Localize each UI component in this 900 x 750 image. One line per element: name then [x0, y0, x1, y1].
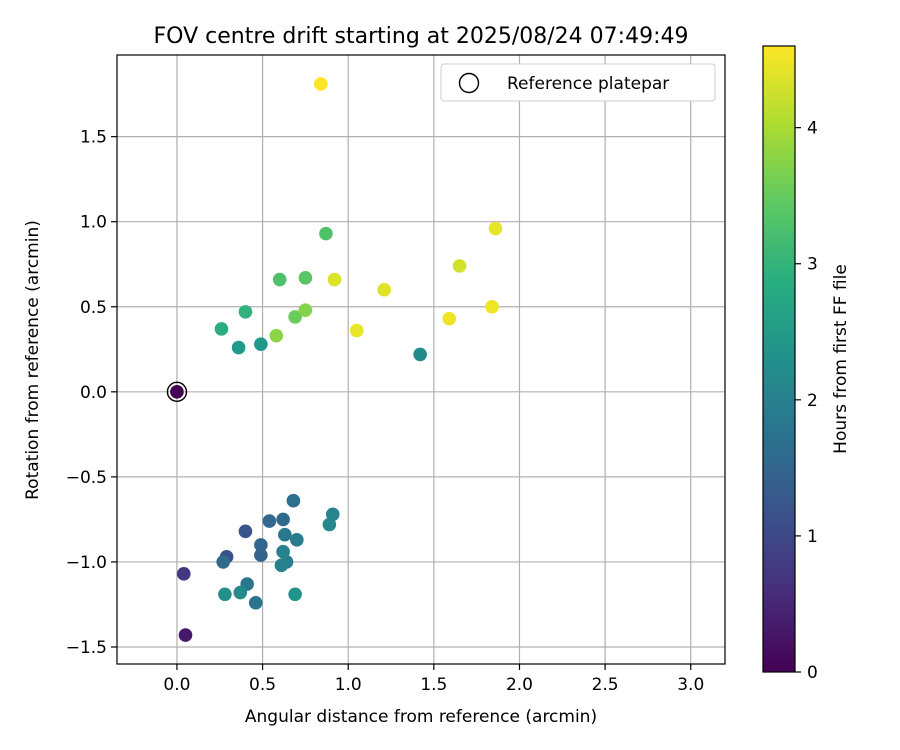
y-tick-label: −1.5 — [66, 638, 107, 658]
colorbar-tick-label: 2 — [807, 391, 818, 411]
scatter-point — [276, 512, 290, 527]
scatter-point — [442, 311, 457, 326]
x-axis-ticks: 0.0 0.5 1.0 1.5 2.0 2.5 3.0 — [163, 664, 704, 695]
x-tick-label: 1.0 — [335, 675, 362, 695]
scatter-point — [233, 585, 248, 600]
scatter-point — [238, 305, 253, 319]
scatter-point — [254, 337, 268, 351]
x-tick-label: 3.0 — [677, 675, 704, 695]
scatter-point — [327, 272, 342, 287]
x-tick-label: 1.5 — [420, 675, 447, 695]
scatter-point — [485, 299, 499, 314]
scatter-point — [178, 628, 193, 642]
legend-box — [440, 63, 716, 102]
colorbar-tick-label: 1 — [807, 527, 818, 547]
data-markers — [170, 77, 503, 642]
scatter-point — [218, 587, 232, 602]
scatter-point — [290, 533, 304, 547]
plot-area — [116, 54, 726, 665]
scatter-point — [274, 558, 289, 573]
scatter-point — [176, 567, 191, 581]
x-tick-label: 2.5 — [592, 675, 619, 695]
scatter-point — [214, 322, 229, 336]
colorbar-gradient — [762, 45, 796, 673]
scatter-point — [488, 221, 503, 236]
scatter-point — [319, 226, 333, 241]
chart-title: FOV centre drift starting at 2025/08/24 … — [154, 24, 689, 49]
legend-entry-label: Reference platepar — [507, 74, 669, 94]
scatter-point — [170, 385, 184, 399]
y-axis-ticks: −1.5 −1.0 −0.5 0.0 0.5 1.0 1.5 — [66, 128, 117, 658]
scatter-point — [298, 303, 313, 317]
scatter-point — [452, 259, 467, 273]
colorbar-tick-label: 4 — [807, 119, 818, 139]
scatter-point — [298, 271, 313, 285]
y-axis-label: Rotation from reference (arcmin) — [23, 220, 43, 500]
colorbar-tick-label: 0 — [807, 663, 818, 683]
scatter-point — [254, 548, 268, 562]
scatter-point — [325, 507, 340, 522]
y-tick-label: −0.5 — [66, 468, 107, 488]
colorbar-label: Hours from first FF file — [831, 264, 851, 454]
scatter-point — [278, 527, 292, 542]
legend: Reference platepar — [440, 63, 716, 102]
colorbar-tick-label: 3 — [807, 255, 818, 275]
scatter-point — [276, 544, 290, 559]
scatter-point — [349, 323, 364, 338]
y-tick-label: 1.0 — [80, 213, 107, 233]
scatter-point — [262, 514, 277, 528]
scatter-point — [272, 272, 287, 287]
x-tick-label: 0.5 — [249, 675, 276, 695]
scatter-point — [377, 282, 391, 297]
scatter-point — [322, 517, 337, 532]
x-axis-label: Angular distance from reference (arcmin) — [245, 707, 597, 727]
scatter-point — [254, 538, 268, 552]
scatter-point — [286, 493, 301, 508]
y-tick-label: 0.5 — [80, 298, 107, 318]
scatter-point — [238, 524, 253, 539]
colorbar-ticks: 0 1 2 3 4 — [795, 119, 818, 683]
colorbar: 0 1 2 3 4 Hours from first FF file — [762, 45, 851, 683]
x-tick-label: 0.0 — [163, 675, 190, 695]
y-tick-label: 0.0 — [80, 383, 107, 403]
legend-marker-icon — [458, 72, 480, 94]
scatter-point — [248, 595, 263, 610]
y-tick-label: −1.0 — [66, 553, 107, 573]
scatter-point — [288, 310, 302, 324]
reference-platepar-marker — [166, 381, 188, 403]
x-tick-label: 2.0 — [506, 675, 533, 695]
scatter-point — [314, 77, 328, 91]
scatter-point — [269, 328, 284, 343]
scatter-point — [413, 347, 427, 362]
scatter-point — [231, 340, 246, 355]
plot-frame — [116, 54, 726, 665]
scatter-point — [216, 555, 230, 569]
y-tick-label: 1.5 — [80, 128, 107, 148]
scatter-point — [288, 587, 302, 602]
